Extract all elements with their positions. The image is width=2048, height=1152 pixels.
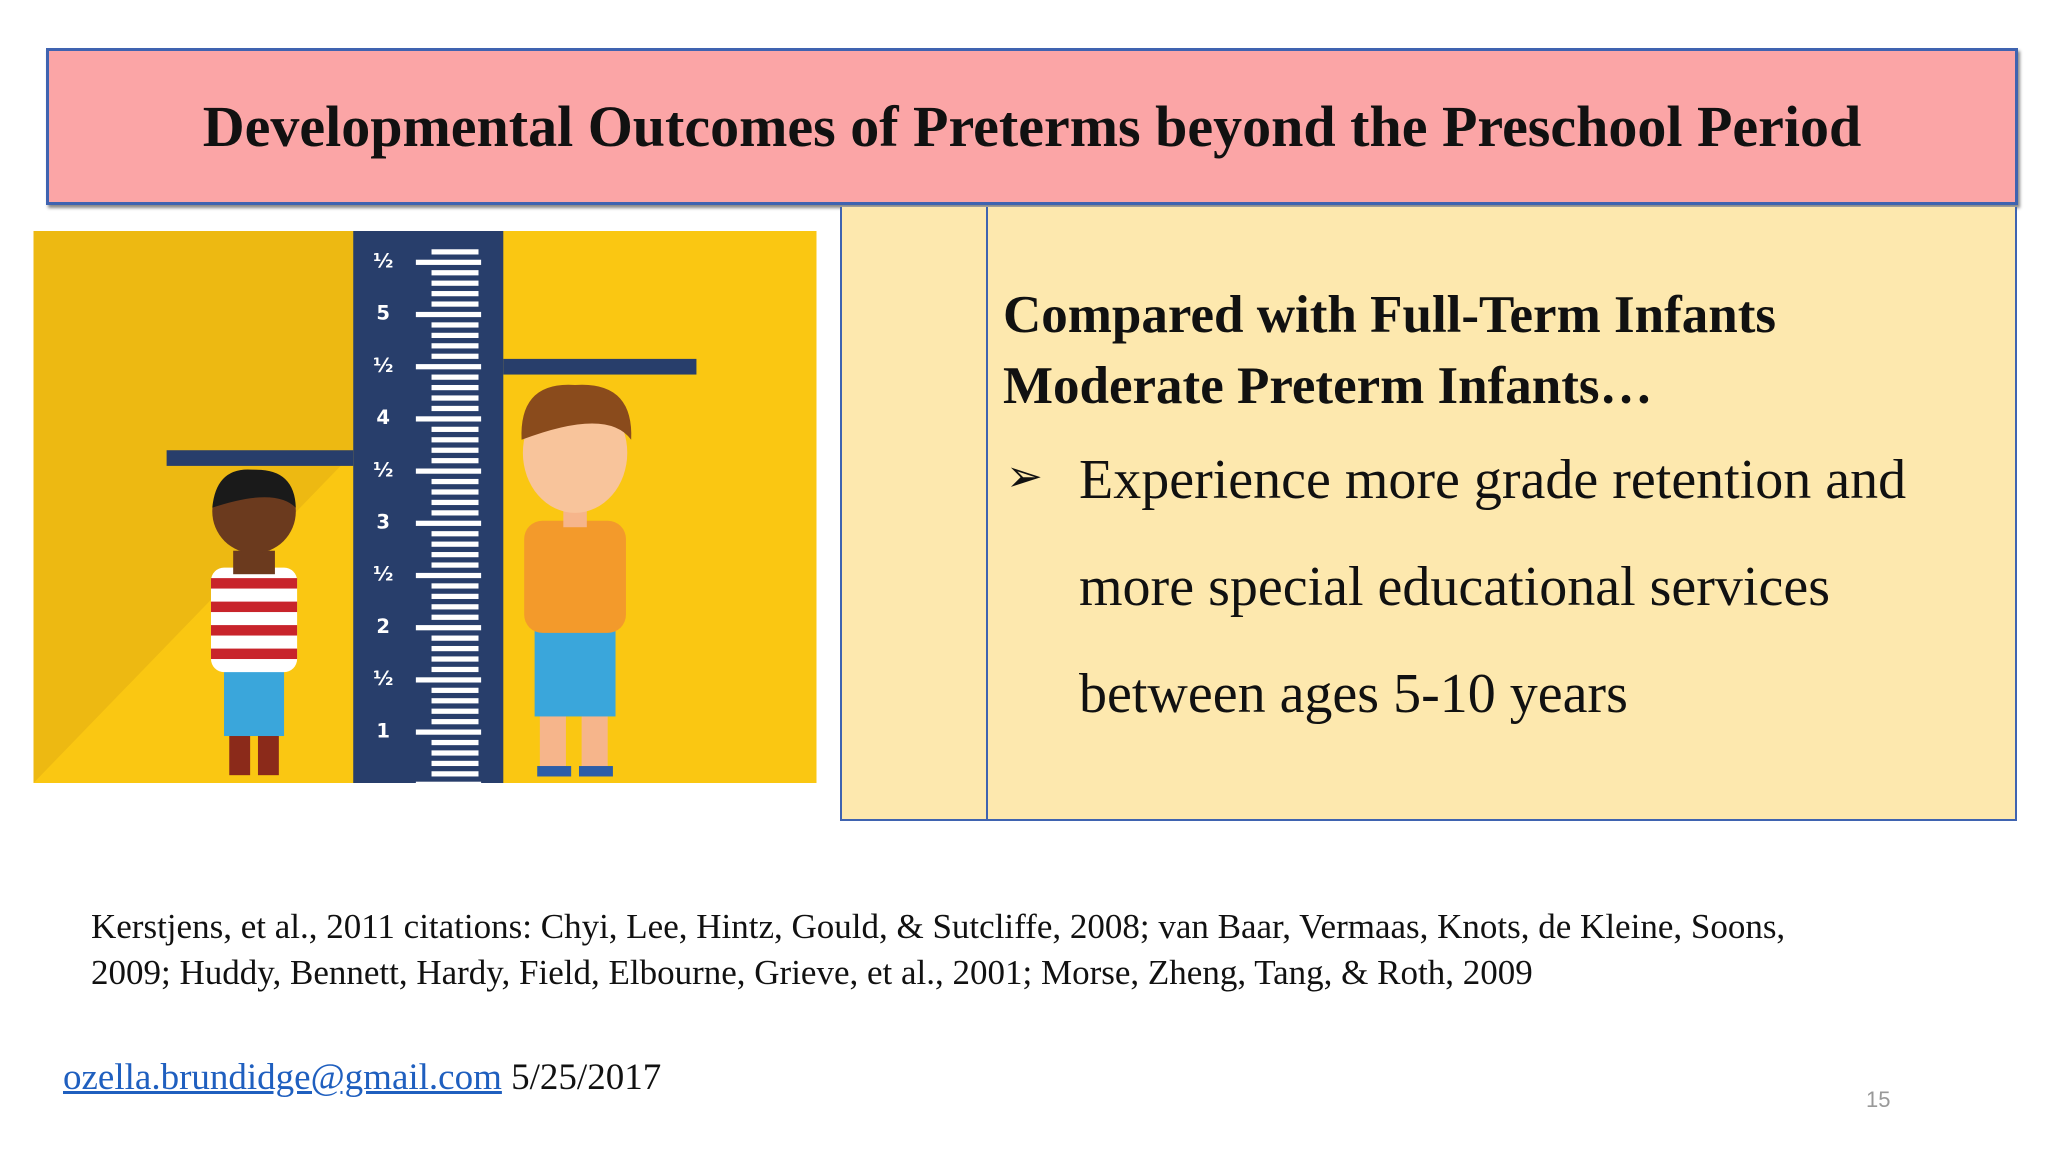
ruler-tick xyxy=(431,249,479,255)
divider xyxy=(986,207,988,819)
ruler-tick xyxy=(431,604,479,610)
ruler-tick xyxy=(431,635,479,641)
bullet-text: more special educational services xyxy=(1079,556,1830,618)
ruler-tick xyxy=(431,614,479,620)
ruler-tick xyxy=(431,687,479,693)
ruler-tick xyxy=(431,270,479,276)
ruler-tick xyxy=(431,760,479,767)
footer: ozella.brundidge@gmail.com 5/25/2017 xyxy=(63,1056,661,1099)
ruler-tick xyxy=(431,458,479,464)
citation: Kerstjens, et al., 2011 citations: Chyi,… xyxy=(91,907,1786,946)
ruler-label: 2 xyxy=(376,615,390,638)
ruler-tick xyxy=(431,656,479,662)
ruler-tick xyxy=(415,625,482,631)
title-box: Developmental Outcomes of Preterms beyon… xyxy=(46,48,2018,205)
illustration: ½ 5 ½ 4 ½ 3 ½ 2 ½ 1 xyxy=(33,231,817,783)
ruler-tick xyxy=(431,552,479,558)
ruler-tick xyxy=(431,541,479,547)
ruler-tick xyxy=(431,739,479,746)
ruler-label: ½ xyxy=(373,354,393,377)
ruler-tick xyxy=(431,395,479,401)
ruler-tick xyxy=(415,520,482,526)
ruler-tick xyxy=(431,666,479,673)
ruler-tick xyxy=(431,301,479,307)
ruler-tick xyxy=(415,729,482,735)
bullet-text: between ages 5-10 years xyxy=(1079,663,1628,725)
ruler-tick xyxy=(431,447,479,453)
ruler-label: 1 xyxy=(376,719,390,742)
ruler-tick xyxy=(431,583,479,589)
ruler-tick xyxy=(415,781,482,783)
ruler-label: ½ xyxy=(373,563,393,586)
date: 5/25/2017 xyxy=(511,1057,662,1098)
ruler-tick xyxy=(431,437,479,443)
ruler-tick xyxy=(431,499,479,506)
bullet-marker: ➢ xyxy=(1006,451,1043,502)
ruler-label: 4 xyxy=(376,406,390,429)
ruler-tick xyxy=(431,750,479,756)
ruler-tick xyxy=(415,311,482,318)
ruler-tick xyxy=(415,677,482,683)
ruler-tick xyxy=(431,478,479,485)
ruler-tick xyxy=(431,374,479,380)
ruler-tick xyxy=(431,280,479,286)
ruler-tick xyxy=(431,384,479,391)
ruler-tick xyxy=(431,489,479,495)
ruler-tick xyxy=(431,322,479,328)
ruler-tick xyxy=(431,593,479,599)
panel-heading: Moderate Preterm Infants… xyxy=(1003,357,1653,415)
ruler-tick xyxy=(415,364,482,370)
ruler-tick xyxy=(431,531,479,537)
ruler-tick xyxy=(431,343,479,349)
ruler-tick xyxy=(431,291,479,297)
email-link[interactable]: ozella.brundidge@gmail.com xyxy=(63,1057,502,1098)
panel-heading: Compared with Full-Term Infants xyxy=(1003,286,1776,344)
ruler-tick xyxy=(431,353,479,359)
ruler-tick xyxy=(415,416,482,422)
ruler-tick xyxy=(415,468,482,474)
ruler-tick xyxy=(431,698,479,704)
content-panel: Compared with Full-Term Infants Moderate… xyxy=(840,207,2017,821)
citation: 2009; Huddy, Bennett, Hardy, Field, Elbo… xyxy=(91,953,1533,992)
ruler-label: 3 xyxy=(376,511,390,534)
ruler-tick xyxy=(431,510,479,516)
ruler-tick xyxy=(431,405,479,412)
ruler-tick xyxy=(415,259,482,265)
ruler-label: 5 xyxy=(376,302,390,325)
ruler-tick xyxy=(431,645,479,652)
ruler-label: ½ xyxy=(373,667,393,690)
ruler-tick xyxy=(431,332,479,339)
ruler-tick xyxy=(431,562,479,568)
ruler-tick xyxy=(431,426,479,432)
slide-title: Developmental Outcomes of Preterms beyon… xyxy=(202,94,1862,159)
ruler-tick xyxy=(415,572,482,579)
ruler-label: ½ xyxy=(373,458,393,481)
page-number: 15 xyxy=(1866,1087,1891,1112)
ruler-tick xyxy=(431,771,479,777)
bullet-text: Experience more grade retention and xyxy=(1079,449,1907,511)
ruler-tick xyxy=(431,708,479,714)
ruler-label: ½ xyxy=(373,250,393,273)
ruler-tick xyxy=(431,719,479,725)
